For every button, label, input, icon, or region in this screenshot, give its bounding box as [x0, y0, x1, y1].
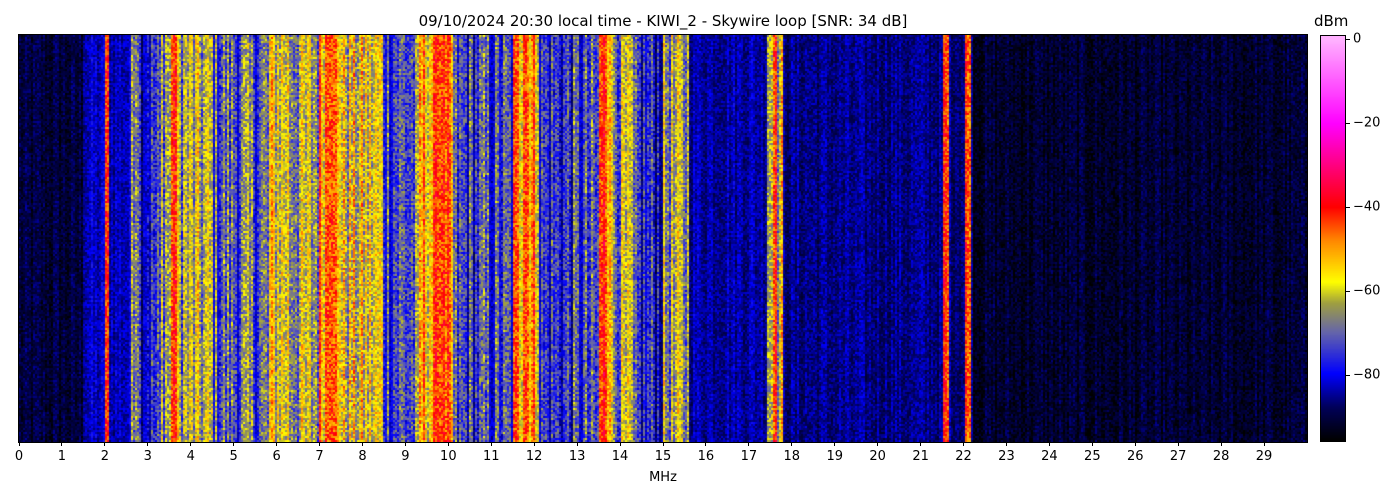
x-tick-label: 23: [998, 449, 1015, 464]
x-tick-label: 9: [401, 449, 410, 464]
x-tick: [705, 442, 707, 446]
x-tick-label: 27: [1169, 449, 1187, 464]
spectrogram-canvas: [19, 35, 1307, 442]
x-tick-label: 3: [143, 449, 152, 464]
x-tick-label: 13: [568, 449, 586, 464]
colorbar-tick: [1346, 374, 1350, 376]
x-tick-label: 4: [186, 449, 195, 464]
chart-title: 09/10/2024 20:30 local time - KIWI_2 - S…: [418, 12, 908, 30]
colorbar-tick: [1346, 123, 1350, 125]
x-tick: [1220, 442, 1222, 446]
x-tick: [877, 442, 879, 446]
x-tick: [748, 442, 750, 446]
x-tick-label: 6: [272, 449, 281, 464]
x-tick-label: 20: [869, 449, 886, 464]
x-tick-label: 16: [697, 449, 715, 464]
colorbar-tick-label: −80: [1353, 367, 1381, 383]
x-tick: [233, 442, 235, 446]
colorbar-label: dBm: [1314, 12, 1349, 30]
colorbar-tick-label: −60: [1353, 283, 1381, 299]
x-tick: [1263, 442, 1265, 446]
x-tick: [104, 442, 106, 446]
x-tick-label: 2: [100, 449, 109, 464]
x-tick-label: 15: [654, 449, 672, 464]
spectrogram-heatmap: [19, 35, 1307, 442]
x-tick-label: 25: [1084, 449, 1101, 464]
x-tick: [834, 442, 836, 446]
x-tick-label: 10: [440, 449, 457, 464]
x-tick: [1134, 442, 1136, 446]
x-tick-label: 28: [1212, 449, 1230, 464]
colorbar-tick: [1346, 39, 1350, 41]
x-tick: [447, 442, 449, 446]
colorbar-tick-label: 0: [1353, 31, 1362, 47]
x-tick: [1177, 442, 1179, 446]
x-tick: [576, 442, 578, 446]
x-tick: [1048, 442, 1050, 446]
colorbar-tick: [1346, 290, 1350, 292]
x-tick-label: 11: [482, 449, 500, 464]
x-tick: [404, 442, 406, 446]
colorbar-tick-label: −20: [1353, 115, 1381, 131]
x-tick-label: 7: [315, 449, 324, 464]
x-axis-label: MHz: [649, 470, 677, 485]
x-tick: [791, 442, 793, 446]
x-tick: [147, 442, 149, 446]
x-tick-label: 8: [358, 449, 367, 464]
x-tick: [963, 442, 965, 446]
x-tick-label: 21: [912, 449, 929, 464]
x-tick: [276, 442, 278, 446]
x-tick: [619, 442, 621, 446]
colorbar: [1320, 35, 1346, 442]
x-tick-label: 14: [611, 449, 629, 464]
x-tick: [662, 442, 664, 446]
x-tick: [361, 442, 363, 446]
x-tick-label: 17: [740, 449, 758, 464]
x-tick-label: 26: [1126, 449, 1144, 464]
x-tick-label: 0: [14, 449, 24, 464]
x-tick-label: 24: [1041, 449, 1058, 464]
x-tick: [490, 442, 492, 446]
x-tick: [1091, 442, 1093, 446]
colorbar-gradient: [1321, 36, 1345, 441]
x-tick-label: 5: [229, 449, 238, 464]
x-tick: [319, 442, 321, 446]
x-tick: [533, 442, 535, 446]
x-tick-label: 12: [525, 449, 543, 464]
x-tick: [1005, 442, 1007, 446]
x-tick: [190, 442, 192, 446]
x-tick: [18, 442, 20, 446]
colorbar-tick-label: −40: [1353, 199, 1381, 215]
x-tick: [61, 442, 63, 446]
x-tick: [920, 442, 922, 446]
x-tick-label: 19: [826, 449, 843, 464]
x-tick-label: 18: [783, 449, 801, 464]
x-tick-label: 22: [955, 449, 972, 464]
x-tick-label: 29: [1255, 449, 1273, 464]
colorbar-tick: [1346, 207, 1350, 209]
x-tick-label: 1: [57, 449, 67, 464]
